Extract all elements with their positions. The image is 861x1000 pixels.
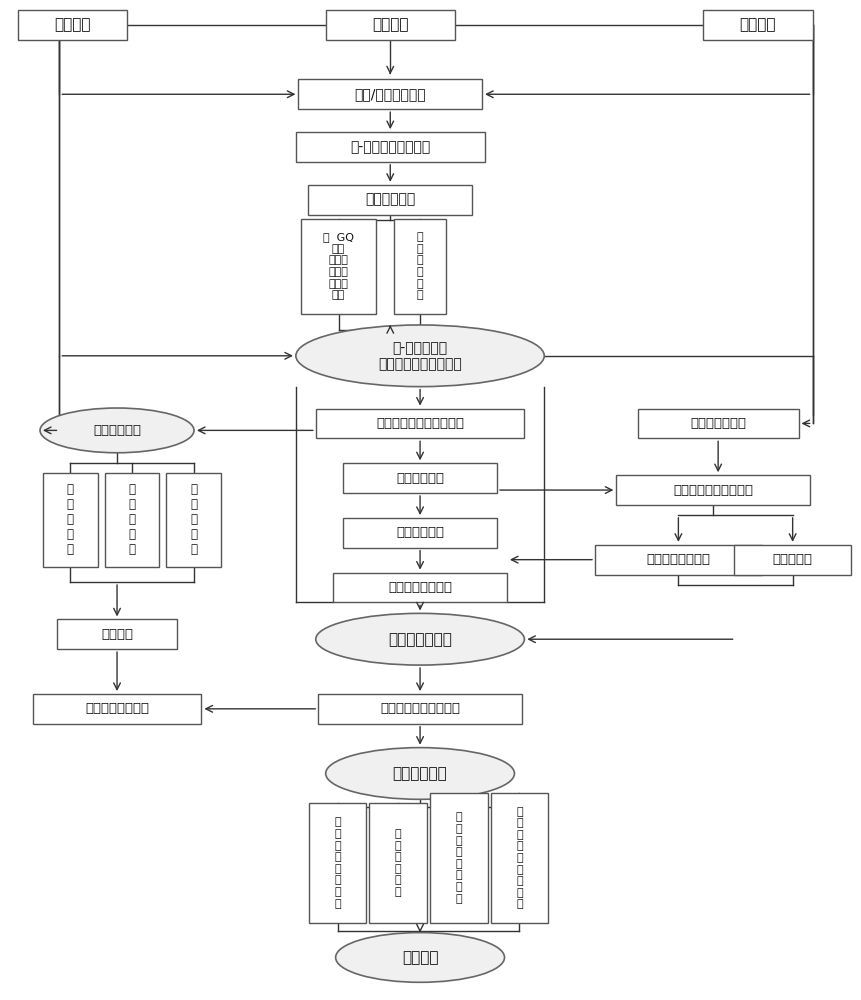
FancyBboxPatch shape xyxy=(299,79,482,109)
Ellipse shape xyxy=(336,933,505,982)
Text: 沉积微相: 沉积微相 xyxy=(101,628,133,641)
FancyBboxPatch shape xyxy=(296,132,485,162)
FancyBboxPatch shape xyxy=(58,619,177,649)
FancyBboxPatch shape xyxy=(343,463,497,493)
Text: 测井数据: 测井数据 xyxy=(740,17,776,32)
Text: 沉积微相精细刻画: 沉积微相精细刻画 xyxy=(85,702,149,715)
FancyBboxPatch shape xyxy=(166,473,221,567)
FancyBboxPatch shape xyxy=(319,694,522,724)
FancyBboxPatch shape xyxy=(309,803,367,923)
FancyBboxPatch shape xyxy=(491,793,548,923)
Text: 砂
体
平
面
展
布
分
析: 砂 体 平 面 展 布 分 析 xyxy=(455,812,462,904)
Ellipse shape xyxy=(296,325,544,387)
Text: 成果输出: 成果输出 xyxy=(402,950,438,965)
FancyBboxPatch shape xyxy=(734,545,852,575)
Text: 层序地层格架: 层序地层格架 xyxy=(365,193,415,207)
FancyBboxPatch shape xyxy=(105,473,159,567)
Text: 测井曲线地质统计分析: 测井曲线地质统计分析 xyxy=(673,484,753,497)
Text: 地
震
相
分
析: 地 震 相 分 析 xyxy=(190,483,197,556)
FancyBboxPatch shape xyxy=(638,409,799,438)
FancyBboxPatch shape xyxy=(301,219,376,314)
FancyBboxPatch shape xyxy=(616,475,810,505)
FancyBboxPatch shape xyxy=(394,219,446,314)
FancyBboxPatch shape xyxy=(595,545,762,575)
FancyBboxPatch shape xyxy=(703,10,813,40)
Text: 连
井
相
分
析: 连 井 相 分 析 xyxy=(128,483,135,556)
Text: 储层综合分析: 储层综合分析 xyxy=(393,766,448,781)
FancyBboxPatch shape xyxy=(333,573,507,602)
FancyBboxPatch shape xyxy=(430,793,487,923)
Text: 地质统计学反演: 地质统计学反演 xyxy=(388,632,452,647)
Text: 沉积微相分析: 沉积微相分析 xyxy=(93,424,141,437)
Text: 输出高精度反演数据体: 输出高精度反演数据体 xyxy=(380,702,460,715)
FancyBboxPatch shape xyxy=(343,518,497,548)
FancyBboxPatch shape xyxy=(43,473,97,567)
Text: 单
井
相
分
析: 单 井 相 分 析 xyxy=(67,483,74,556)
Text: 建立地质模型: 建立地质模型 xyxy=(396,472,444,485)
FancyBboxPatch shape xyxy=(316,409,524,438)
Text: 层
序
格
架
粗
化: 层 序 格 架 粗 化 xyxy=(417,232,424,300)
FancyBboxPatch shape xyxy=(325,10,455,40)
Ellipse shape xyxy=(325,748,515,799)
Text: 稀疏脉冲反演: 稀疏脉冲反演 xyxy=(396,526,444,539)
Text: 剖
面
叠
置
特
征
分
析: 剖 面 叠 置 特 征 分 析 xyxy=(334,817,341,909)
Text: 井-震标定及层位解释: 井-震标定及层位解释 xyxy=(350,140,430,154)
FancyBboxPatch shape xyxy=(33,694,201,724)
Text: 河
流
储
集
砂
体
分
析
三: 河 流 储 集 砂 体 分 析 三 xyxy=(516,807,523,909)
Ellipse shape xyxy=(316,613,524,665)
FancyBboxPatch shape xyxy=(308,185,472,215)
Text: 垂直变差函数分析: 垂直变差函数分析 xyxy=(647,553,710,566)
Text: 直方图分析: 直方图分析 xyxy=(772,553,813,566)
Text: 测井曲线标准化: 测井曲线标准化 xyxy=(691,417,746,430)
Text: 地质数据: 地质数据 xyxy=(54,17,90,32)
Text: 地震数据: 地震数据 xyxy=(372,17,408,32)
Text: 合成地震记录与子波估计: 合成地震记录与子波估计 xyxy=(376,417,464,430)
Text: 水平变差函数分析: 水平变差函数分析 xyxy=(388,581,452,594)
Text: 地  GQ
切震
片参小
演数波
绎特变
征换: 地 GQ 切震 片参小 演数波 绎特变 征换 xyxy=(323,232,354,300)
Ellipse shape xyxy=(40,408,194,453)
Text: 分
期
次
储
砂
体: 分 期 次 储 砂 体 xyxy=(395,829,401,897)
FancyBboxPatch shape xyxy=(18,10,127,40)
Text: 单井/连井层序分析: 单井/连井层序分析 xyxy=(355,87,426,101)
FancyBboxPatch shape xyxy=(369,803,427,923)
Text: 井-震互动建立
高分辨率层序地层格架: 井-震互动建立 高分辨率层序地层格架 xyxy=(378,341,462,371)
